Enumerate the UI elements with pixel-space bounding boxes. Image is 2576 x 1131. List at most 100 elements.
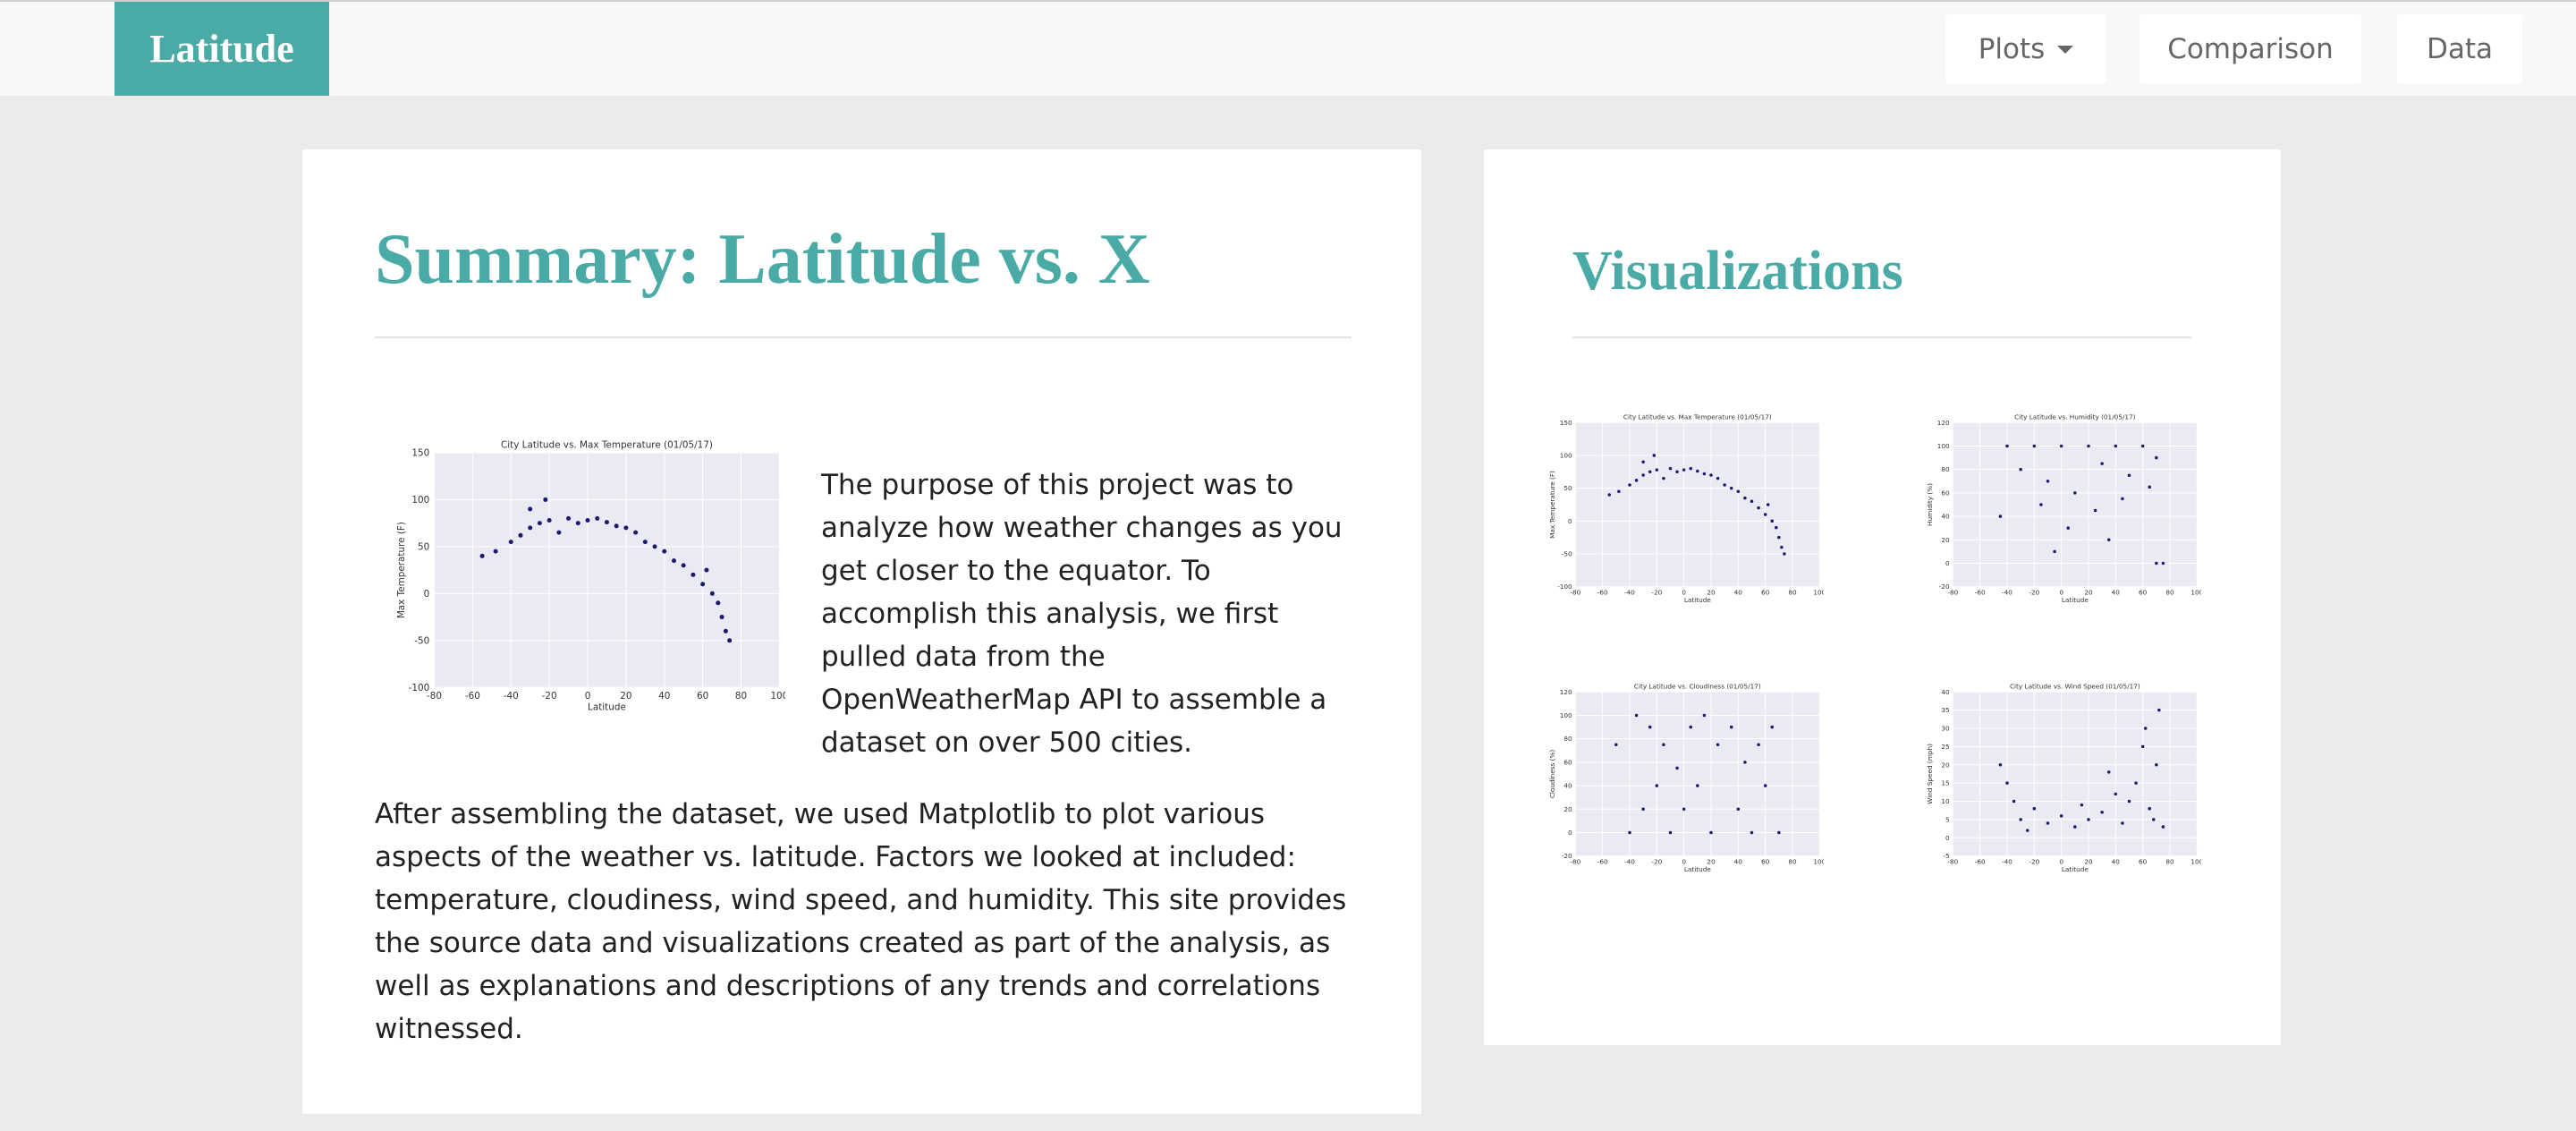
point <box>2114 444 2118 448</box>
point <box>1617 489 1621 494</box>
point <box>1702 472 1707 476</box>
x-tick-label: 100 <box>1813 588 1824 596</box>
chart-title: City Latitude vs. Max Temperature (01/05… <box>501 440 713 451</box>
point <box>633 530 639 535</box>
y-tick-label: 20 <box>1941 536 1950 544</box>
point <box>1736 489 1741 494</box>
point <box>2005 781 2009 785</box>
point <box>595 515 600 521</box>
y-tick-label: 20 <box>1941 761 1950 769</box>
y-tick-label: 150 <box>411 448 429 459</box>
point <box>1723 483 1726 487</box>
nav-comparison[interactable]: Comparison <box>2140 14 2361 84</box>
y-tick-label: -50 <box>414 635 429 646</box>
y-tick-label: 40 <box>1941 513 1950 521</box>
point <box>2148 485 2152 489</box>
x-tick-label: 20 <box>2084 588 2093 596</box>
point <box>1628 483 1631 487</box>
paragraph: After assembling the dataset, we used Ma… <box>375 798 1347 1045</box>
nav-data[interactable]: Data <box>2397 14 2522 84</box>
point <box>1689 725 1693 729</box>
x-tick-label: -60 <box>1597 857 1608 865</box>
chart: City Latitude vs. Max Temperature (01/05… <box>1548 413 1824 605</box>
point <box>1655 468 1659 472</box>
point <box>1777 535 1781 540</box>
point <box>2087 444 2090 448</box>
y-tick-label: 100 <box>1560 711 1572 719</box>
y-tick-label: 0 <box>1568 517 1572 525</box>
y-tick-label: 120 <box>1560 688 1572 696</box>
y-tick-label: 100 <box>1560 451 1572 459</box>
x-axis-label: Latitude <box>1684 865 1711 873</box>
point <box>681 563 686 568</box>
point <box>1668 830 1673 835</box>
plot-area <box>1953 692 2198 856</box>
x-tick-label: 20 <box>1707 857 1716 865</box>
x-tick-label: 20 <box>620 691 631 702</box>
y-tick-label: -50 <box>1562 550 1572 558</box>
point <box>2127 473 2131 477</box>
point <box>1998 763 2003 767</box>
point <box>2114 792 2118 796</box>
point <box>719 615 724 620</box>
x-tick-label: 60 <box>2139 857 2148 865</box>
point <box>518 532 523 538</box>
y-tick-label: 50 <box>418 542 429 553</box>
point <box>1743 761 1747 764</box>
point <box>2032 806 2037 811</box>
point <box>1648 470 1652 474</box>
y-tick-label: 100 <box>1937 442 1950 450</box>
x-tick-label: 60 <box>2139 588 2148 596</box>
y-tick-label: -100 <box>409 683 430 693</box>
x-tick-label: -20 <box>542 691 557 702</box>
plot-area <box>1575 692 1820 856</box>
point <box>2121 497 2124 501</box>
caret <box>2057 45 2074 54</box>
summary-title: Summary: Latitude vs. X <box>375 220 1150 299</box>
point <box>1709 473 1713 477</box>
point <box>479 553 485 558</box>
point <box>691 572 696 577</box>
y-axis-label: Wind Speed (mph) <box>1926 744 1934 804</box>
point <box>723 628 728 634</box>
point <box>727 638 733 643</box>
point <box>1777 830 1781 835</box>
point <box>1766 503 1770 506</box>
point <box>2032 444 2037 448</box>
point <box>1682 807 1686 812</box>
x-tick-label: -80 <box>1947 857 1958 865</box>
point <box>1696 469 1699 473</box>
point <box>1675 766 1679 770</box>
x-tick-label: -80 <box>1947 588 1958 596</box>
point <box>1709 830 1713 835</box>
y-tick-label: 0 <box>1945 834 1950 842</box>
divider <box>1572 336 2191 338</box>
point <box>537 521 542 526</box>
y-tick-label: 80 <box>1563 735 1572 743</box>
point <box>1775 525 1778 530</box>
point <box>1998 514 2003 518</box>
point <box>2053 549 2056 554</box>
point <box>2093 508 2097 513</box>
point <box>1641 473 1645 477</box>
y-tick-label: 120 <box>1937 419 1950 427</box>
x-tick-label: 100 <box>770 691 785 702</box>
point <box>1770 725 1775 729</box>
plot-area <box>1953 422 2198 587</box>
y-tick-label: 40 <box>1941 688 1950 696</box>
point <box>2087 818 2090 821</box>
point <box>528 525 533 531</box>
nav-label[interactable]: Plots <box>1978 33 2046 65</box>
x-tick-label: 80 <box>735 691 747 702</box>
nav-plots[interactable]: Plots <box>1945 14 2106 84</box>
point <box>709 591 715 596</box>
point <box>2121 821 2124 825</box>
brand[interactable]: Latitude <box>114 2 329 96</box>
y-tick-label: 80 <box>1941 465 1950 473</box>
chart: City Latitude vs. Humidity (01/05/17) -80… <box>1926 413 2201 605</box>
point <box>2073 825 2077 829</box>
point <box>2005 444 2009 448</box>
x-tick-label: 60 <box>1761 857 1770 865</box>
chart-title: City Latitude vs. Max Temperature (01/05… <box>1623 413 1772 421</box>
chart: City Latitude vs. Wind Speed (01/05/17) -… <box>1926 683 2201 874</box>
